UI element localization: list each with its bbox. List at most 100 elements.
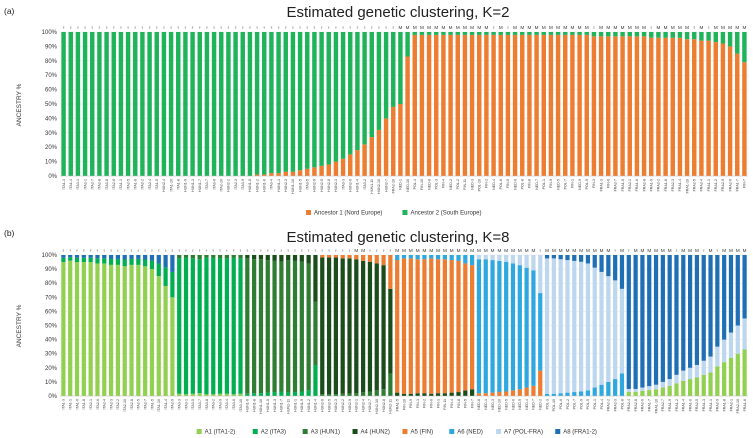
sex-marker: ♀ bbox=[368, 248, 371, 253]
bar-segment bbox=[326, 257, 332, 395]
sex-marker: ♀ bbox=[320, 25, 323, 30]
bar-segment bbox=[448, 32, 453, 35]
sex-marker: M bbox=[621, 25, 625, 30]
panel-b-title: Estimated genetic clustering, K=8 bbox=[286, 229, 509, 246]
bar-segment bbox=[391, 32, 396, 107]
sex-marker: M bbox=[416, 248, 420, 253]
category-label: POL-2 bbox=[456, 179, 460, 189]
bar-segment bbox=[367, 391, 373, 396]
bar-segment bbox=[381, 389, 386, 396]
bar-segment bbox=[606, 381, 611, 396]
bar-segment bbox=[469, 32, 475, 35]
sex-marker: ♀ bbox=[218, 248, 221, 253]
sex-marker: ♀ bbox=[62, 248, 65, 253]
category-label: NED-3 bbox=[491, 399, 495, 410]
bar-segment bbox=[348, 154, 353, 176]
bar-segment bbox=[656, 32, 661, 38]
bar-segment bbox=[477, 34, 482, 176]
category-label: ITA2-8 bbox=[130, 399, 134, 410]
category-label: FIN-7 bbox=[470, 399, 474, 408]
sex-marker: ♀ bbox=[184, 248, 187, 253]
bar-segment bbox=[97, 32, 102, 176]
category-label: HUN1-8 bbox=[248, 179, 252, 192]
sex-marker: M bbox=[361, 248, 365, 253]
category-label: ITA2-3 bbox=[109, 399, 113, 410]
sex-marker: ♀ bbox=[675, 248, 678, 253]
bar-segment bbox=[388, 255, 393, 289]
sex-marker: ♀ bbox=[592, 25, 595, 30]
category-label: ITA3-1 bbox=[184, 399, 188, 410]
legend-entry: A8 (FRA1-2) bbox=[563, 430, 597, 436]
bar-segment bbox=[347, 255, 352, 259]
bar-segment bbox=[320, 394, 325, 396]
category-label: NED-2 bbox=[449, 179, 453, 190]
category-label: POL-6 bbox=[499, 179, 503, 189]
bar-segment bbox=[512, 32, 518, 35]
category-label: FRA2-2 bbox=[607, 399, 611, 411]
category-label: HUN1-2 bbox=[307, 399, 311, 412]
bar-segment bbox=[653, 255, 659, 385]
sex-marker: M bbox=[743, 248, 747, 253]
bar-segment bbox=[313, 301, 318, 365]
sex-marker: M bbox=[728, 25, 732, 30]
sex-marker: ♀ bbox=[191, 248, 194, 253]
legend-swatch bbox=[306, 210, 312, 215]
legend-entry: Ancestor 2 (South Europe) bbox=[410, 211, 481, 217]
bar-segment bbox=[381, 255, 386, 266]
bar-segment bbox=[348, 32, 353, 155]
bar-segment bbox=[520, 34, 525, 176]
bar-segment bbox=[269, 173, 274, 176]
bar-segment bbox=[313, 255, 318, 302]
bar-segment bbox=[434, 32, 439, 35]
sex-marker: ♀ bbox=[171, 248, 174, 253]
sex-marker: M bbox=[552, 248, 556, 253]
sex-marker: ♀ bbox=[137, 248, 140, 253]
bar-segment bbox=[476, 393, 482, 396]
bar-segment bbox=[183, 394, 189, 396]
bar-segment bbox=[442, 259, 447, 394]
bar-segment bbox=[108, 264, 114, 396]
sex-marker: ♀ bbox=[98, 25, 101, 30]
bar-segment bbox=[272, 255, 277, 261]
bar-segment bbox=[183, 32, 188, 176]
bar-segment bbox=[538, 293, 543, 371]
sex-marker: ♀ bbox=[293, 248, 296, 253]
sex-marker: ♀ bbox=[248, 25, 251, 30]
sex-marker: ♀ bbox=[119, 25, 122, 30]
bar-segment bbox=[238, 255, 243, 259]
sex-marker: ♀ bbox=[198, 25, 201, 30]
category-label: HUN1-5 bbox=[298, 179, 302, 192]
sex-marker: M bbox=[642, 25, 646, 30]
legend-entry: A4 (HUN2) bbox=[361, 430, 390, 436]
category-label: HUN2-8 bbox=[327, 179, 331, 192]
sex-marker: M bbox=[579, 248, 583, 253]
sex-marker: M bbox=[434, 25, 438, 30]
bar-segment bbox=[405, 32, 410, 57]
category-label: HUN1-3 bbox=[273, 399, 277, 412]
sex-marker: M bbox=[409, 248, 413, 253]
bar-segment bbox=[591, 32, 597, 37]
sex-marker: ♀ bbox=[266, 248, 269, 253]
category-label: NED-2 bbox=[539, 399, 543, 410]
category-label: NED-9 bbox=[518, 399, 522, 410]
category-label: ITA2-4 bbox=[103, 399, 107, 410]
y-tick-label: 0% bbox=[48, 174, 57, 180]
bar-segment bbox=[183, 257, 189, 395]
bar-segment bbox=[681, 255, 686, 371]
bar-segment bbox=[161, 32, 167, 176]
bar-segment bbox=[641, 36, 647, 176]
bar-segment bbox=[633, 391, 638, 396]
sex-marker: ♀ bbox=[321, 248, 324, 253]
bar-segment bbox=[405, 56, 410, 177]
bar-segment bbox=[715, 366, 720, 396]
category-label: FRA1-8 bbox=[664, 179, 668, 191]
bar-segment bbox=[660, 387, 665, 396]
bar-segment bbox=[544, 258, 550, 394]
category-label: FRA1-10 bbox=[685, 179, 689, 193]
category-label: FRA2-10 bbox=[392, 179, 396, 193]
bar-segment bbox=[663, 37, 668, 177]
category-label: NED-7 bbox=[535, 179, 539, 190]
bar-segment bbox=[613, 379, 618, 396]
category-label: ITA3-5 bbox=[191, 399, 195, 410]
sex-marker: M bbox=[354, 248, 358, 253]
